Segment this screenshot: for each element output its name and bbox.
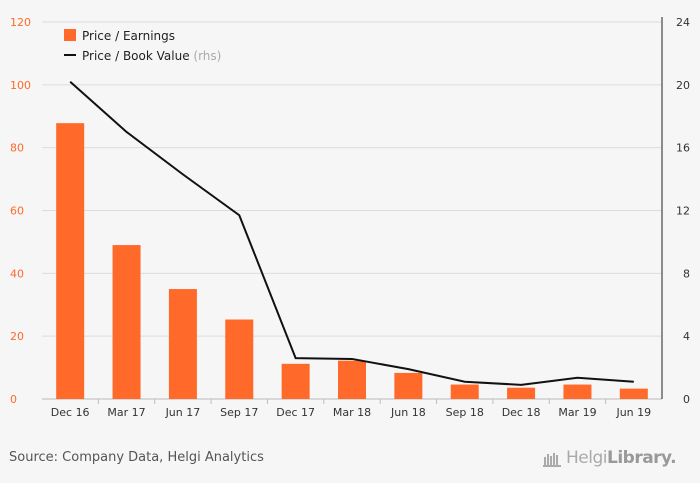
- legend-swatch-pe: [64, 29, 76, 41]
- y-left-tick-label: 100: [10, 79, 31, 92]
- y-right-tick-label: 24: [676, 16, 690, 29]
- x-tick-label: Mar 17: [107, 406, 145, 419]
- bar-pe-0: [56, 123, 85, 399]
- y-left-tick-label: 120: [10, 16, 31, 29]
- x-tick-label: Jun 18: [390, 406, 426, 419]
- legend-label-pbv: Price / Book Value (rhs): [82, 49, 221, 63]
- x-tick-label: Dec 18: [502, 406, 541, 419]
- y-left-tick-label: 0: [10, 393, 17, 406]
- y-left-tick-label: 80: [10, 142, 24, 155]
- y-right-tick-label: 20: [676, 79, 690, 92]
- y-right-tick-label: 0: [683, 393, 690, 406]
- x-tick-label: Dec 16: [51, 406, 90, 419]
- bar-pe-10: [619, 388, 648, 399]
- x-tick-label: Sep 18: [446, 406, 484, 419]
- bar-pe-3: [225, 319, 254, 399]
- line-pbv: [69, 80, 634, 386]
- y-right-tick-label: 12: [676, 205, 690, 218]
- bar-pe-7: [450, 384, 479, 399]
- y-left-tick-label: 20: [10, 330, 24, 343]
- y-right-tick-label: 4: [683, 330, 690, 343]
- x-tick-label: Jun 19: [615, 406, 651, 419]
- legend-label-pbv-suffix: (rhs): [193, 49, 221, 63]
- x-tick-label: Jun 17: [165, 406, 201, 419]
- x-tick-label: Dec 17: [276, 406, 315, 419]
- y-right-tick-label: 8: [683, 267, 690, 280]
- legend-label-pe: Price / Earnings: [82, 29, 175, 43]
- x-tick-label: Sep 17: [220, 406, 258, 419]
- y-left-tick-label: 40: [10, 267, 24, 280]
- y-right-tick-label: 16: [676, 142, 690, 155]
- bar-pe-9: [563, 384, 592, 399]
- bar-pe-5: [338, 360, 366, 399]
- y-left-tick-label: 60: [10, 205, 24, 218]
- x-tick-label: Mar 19: [558, 406, 596, 419]
- source-note: Source: Company Data, Helgi Analytics: [9, 450, 264, 465]
- bar-pe-1: [112, 245, 141, 399]
- bar-pe-6: [394, 372, 423, 399]
- bar-pe-4: [281, 363, 310, 399]
- x-tick-label: Mar 18: [333, 406, 371, 419]
- bar-pe-8: [507, 387, 536, 399]
- helgi-library-logo: HelgiLibrary.: [566, 448, 677, 468]
- bar-pe-2: [168, 289, 197, 399]
- library-logo-icon: [543, 453, 561, 467]
